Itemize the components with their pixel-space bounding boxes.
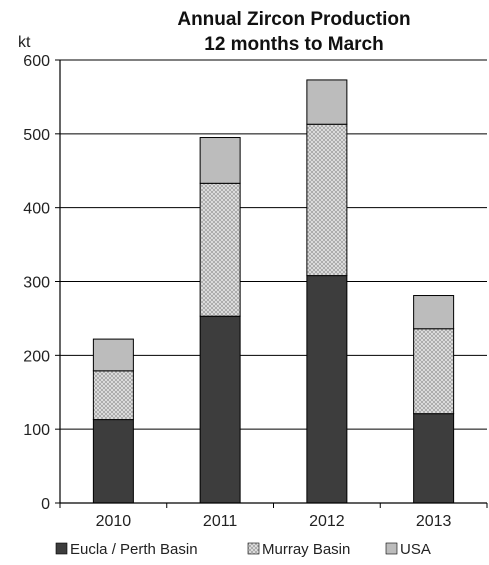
bar-murray-basin-2012 xyxy=(306,123,348,277)
legend-swatch-eucla-perth-basin xyxy=(55,542,68,555)
legend-label-usa: USA xyxy=(400,541,431,558)
y-tick-label-400: 400 xyxy=(23,201,50,218)
bar-murray-basin-2011 xyxy=(199,182,241,317)
x-axis-tick-labels: 2010 2011 2012 2013 xyxy=(59,503,488,530)
legend-label-eucla-perth-basin: Eucla / Perth Basin xyxy=(70,541,198,558)
bar-usa-2012 xyxy=(306,79,348,125)
bar-usa-2010 xyxy=(92,338,134,372)
legend-label-murray-basin: Murray Basin xyxy=(262,541,350,558)
y-tick-label-600: 600 xyxy=(23,53,50,70)
bar-murray-basin-2013 xyxy=(413,328,455,415)
y-tick-label-0: 0 xyxy=(41,496,50,513)
x-tick-label-2010: 2010 xyxy=(96,513,132,530)
y-axis-tick-labels: 0 100 200 300 400 500 600 xyxy=(23,53,60,513)
y-axis-unit-label: kt xyxy=(18,34,31,51)
chart-title-line-2: 12 months to March xyxy=(204,34,383,55)
bar-usa-2011 xyxy=(199,137,241,184)
y-tick-label-100: 100 xyxy=(23,422,50,439)
bar-eucla-perth-basin-2012 xyxy=(306,275,348,504)
y-tick-label-200: 200 xyxy=(23,348,50,365)
legend: Eucla / Perth Basin Murray Basin USA xyxy=(55,541,431,558)
legend-swatch-murray-basin xyxy=(247,542,260,555)
chart-title-line-1: Annual Zircon Production xyxy=(177,9,410,30)
bar-eucla-perth-basin-2013 xyxy=(413,413,455,504)
legend-swatch-usa xyxy=(385,542,398,555)
bar-murray-basin-2010 xyxy=(92,370,134,421)
bar-eucla-perth-basin-2011 xyxy=(199,315,241,504)
bars xyxy=(92,79,455,504)
x-tick-label-2011: 2011 xyxy=(203,513,238,530)
x-tick-label-2013: 2013 xyxy=(416,513,452,530)
bar-eucla-perth-basin-2010 xyxy=(92,419,134,504)
y-tick-label-500: 500 xyxy=(23,127,50,144)
bar-usa-2013 xyxy=(413,295,455,330)
y-tick-label-300: 300 xyxy=(23,275,50,292)
x-tick-label-2012: 2012 xyxy=(309,513,345,530)
